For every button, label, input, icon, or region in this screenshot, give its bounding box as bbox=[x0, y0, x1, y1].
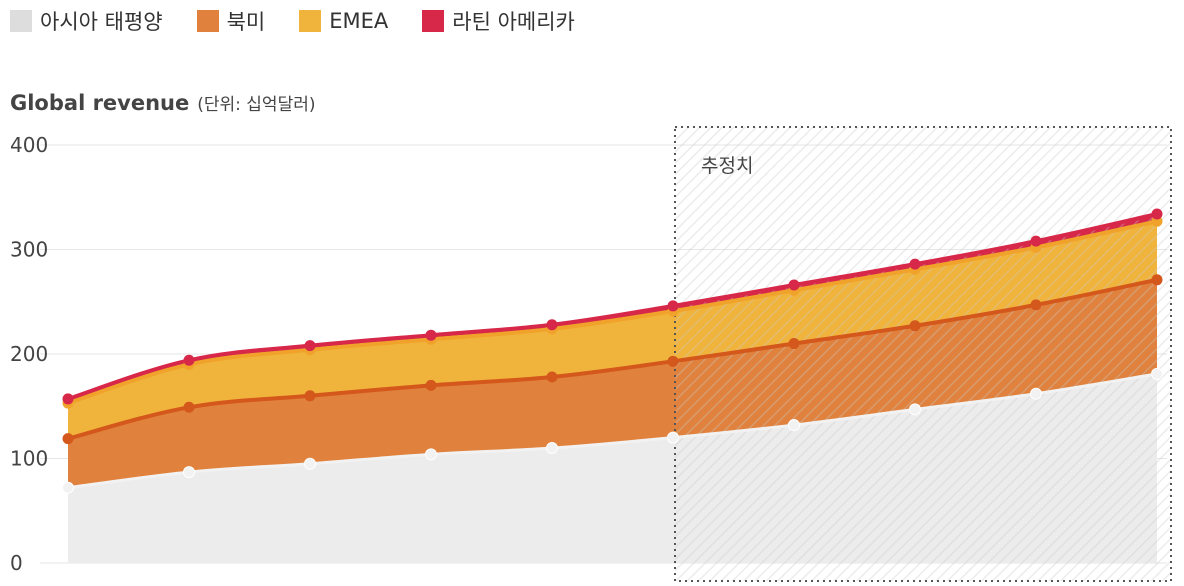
chart-unit-label: (단위: 십억달러) bbox=[197, 95, 316, 115]
y-tick-label-200: 200 bbox=[10, 342, 48, 366]
point-latin-america-3[interactable] bbox=[425, 329, 437, 341]
axis-layer: 0 100 200 300 400 bbox=[10, 133, 48, 575]
legend: 아시아 태평양 북미 EMEA 라틴 아메리카 bbox=[10, 6, 575, 36]
point-asia-pacific-8[interactable] bbox=[1030, 387, 1042, 400]
point-asia-pacific-1[interactable] bbox=[183, 466, 195, 479]
point-asia-pacific-5[interactable] bbox=[667, 431, 679, 444]
chart-title-row: Global revenue (단위: 십억달러) bbox=[10, 90, 316, 115]
legend-item-asia-pacific[interactable]: 아시아 태평양 bbox=[10, 6, 163, 36]
line-emea bbox=[67, 219, 1158, 406]
point-latin-america-4[interactable] bbox=[546, 319, 558, 331]
line-layer bbox=[67, 212, 1158, 490]
point-asia-pacific-4[interactable] bbox=[546, 442, 558, 455]
y-tick-label-0: 0 bbox=[10, 551, 23, 575]
point-latin-america-7[interactable] bbox=[909, 258, 921, 270]
line-asia-pacific bbox=[67, 372, 1158, 490]
point-latin-america-6[interactable] bbox=[788, 279, 800, 291]
point-north-america-3[interactable] bbox=[425, 379, 437, 391]
point-asia-pacific-2[interactable] bbox=[304, 457, 316, 470]
legend-item-north-america[interactable]: 북미 bbox=[196, 6, 266, 36]
point-north-america-8[interactable] bbox=[1030, 299, 1042, 311]
point-latin-america-8[interactable] bbox=[1030, 235, 1042, 247]
point-north-america-7[interactable] bbox=[909, 320, 921, 332]
line-north-america bbox=[67, 277, 1158, 441]
point-north-america-1[interactable] bbox=[183, 401, 195, 413]
legend-item-latin-america[interactable]: 라틴 아메리카 bbox=[422, 6, 575, 36]
point-asia-pacific-3[interactable] bbox=[425, 448, 437, 461]
y-tick-label-100: 100 bbox=[10, 447, 48, 471]
point-north-america-2[interactable] bbox=[304, 390, 316, 402]
legend-label-north-america: 북미 bbox=[226, 10, 266, 34]
point-latin-america-0[interactable] bbox=[62, 393, 74, 405]
legend-swatch-emea bbox=[299, 10, 322, 32]
point-asia-pacific-7[interactable] bbox=[909, 403, 921, 416]
point-north-america-9[interactable] bbox=[1151, 274, 1163, 286]
y-tick-label-300: 300 bbox=[10, 238, 48, 262]
point-layer bbox=[62, 208, 1163, 494]
point-latin-america-9[interactable] bbox=[1151, 208, 1163, 220]
line-latin-america bbox=[67, 212, 1158, 401]
legend-swatch-latin-america bbox=[422, 10, 445, 32]
chart-title: Global revenue bbox=[10, 91, 190, 115]
point-latin-america-2[interactable] bbox=[304, 340, 316, 352]
forecast-layer: 추정치 bbox=[674, 126, 1172, 582]
point-latin-america-5[interactable] bbox=[667, 300, 679, 312]
legend-item-emea[interactable]: EMEA bbox=[299, 9, 388, 33]
legend-label-latin-america: 라틴 아메리카 bbox=[452, 10, 575, 34]
point-asia-pacific-9[interactable] bbox=[1151, 367, 1163, 380]
forecast-region bbox=[674, 126, 1172, 582]
point-asia-pacific-6[interactable] bbox=[788, 419, 800, 432]
point-north-america-6[interactable] bbox=[788, 338, 800, 350]
point-north-america-4[interactable] bbox=[546, 371, 558, 383]
point-asia-pacific-0[interactable] bbox=[62, 481, 74, 494]
point-latin-america-1[interactable] bbox=[183, 354, 195, 366]
y-tick-label-400: 400 bbox=[10, 133, 48, 157]
point-north-america-0[interactable] bbox=[62, 433, 74, 445]
legend-label-asia-pacific: 아시아 태평양 bbox=[40, 10, 163, 34]
legend-swatch-asia-pacific bbox=[10, 10, 32, 32]
legend-swatch-north-america bbox=[196, 10, 219, 32]
point-north-america-5[interactable] bbox=[667, 355, 679, 367]
legend-label-emea: EMEA bbox=[329, 9, 389, 33]
forecast-label: 추정치 bbox=[701, 155, 753, 177]
